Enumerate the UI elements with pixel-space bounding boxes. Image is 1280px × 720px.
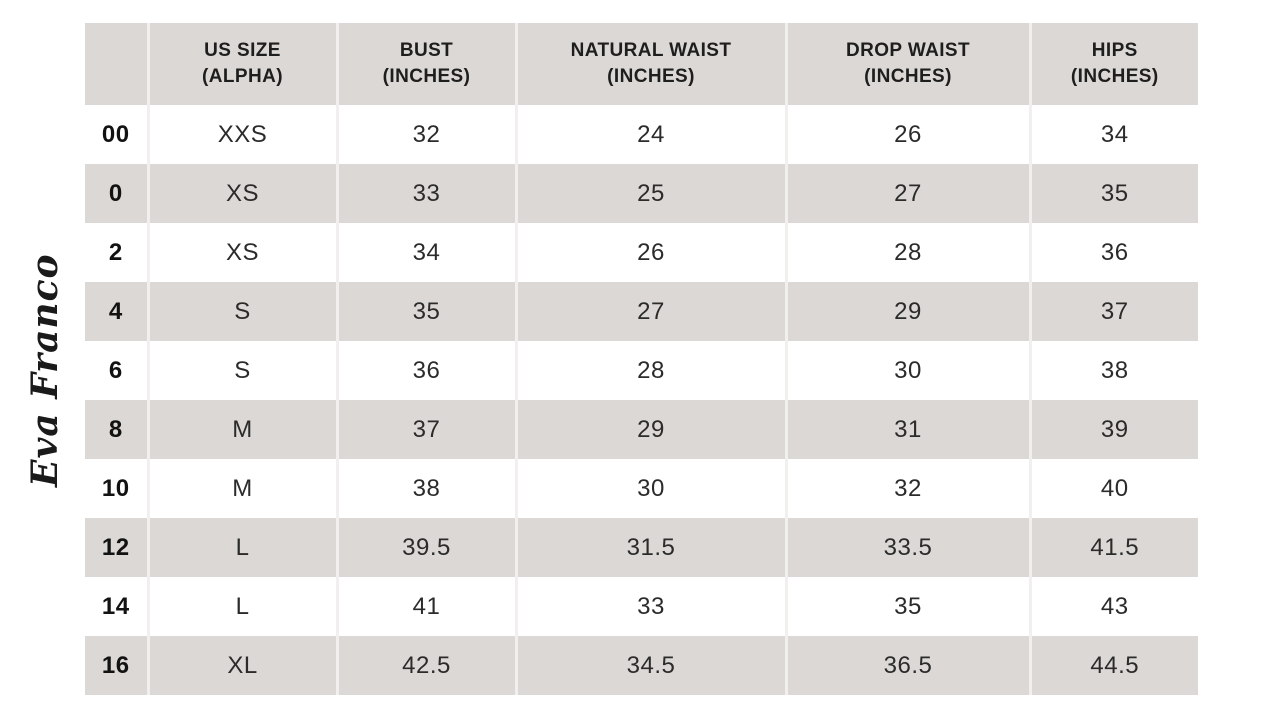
cell-us-size: 6 (85, 341, 150, 400)
column-header-line1: NATURAL WAIST (570, 40, 732, 62)
cell-drop-waist: 31 (786, 400, 1032, 459)
table-row: 12 L 39.5 31.5 33.5 41.5 (85, 518, 1198, 577)
cell-alpha: S (148, 282, 339, 341)
cell-alpha: M (148, 400, 339, 459)
cell-hips: 44.5 (1030, 636, 1198, 695)
cell-drop-waist: 35 (786, 577, 1032, 636)
cell-natural-waist: 33 (516, 577, 788, 636)
column-header-line1: BUST (399, 40, 454, 62)
cell-drop-waist: 36.5 (786, 636, 1032, 695)
header-row: US SIZE (ALPHA) BUST (INCHES) NATURAL WA… (85, 23, 1198, 105)
column-header-line2: (INCHES) (1070, 66, 1159, 87)
cell-bust: 34 (337, 223, 518, 282)
cell-alpha: L (148, 577, 339, 636)
size-chart-table: US SIZE (ALPHA) BUST (INCHES) NATURAL WA… (85, 23, 1198, 695)
cell-us-size: 16 (85, 636, 150, 695)
column-header-drop-waist: DROP WAIST (INCHES) (786, 23, 1032, 105)
column-header-us-size-alpha: US SIZE (ALPHA) (148, 23, 339, 105)
table-row: 10 M 38 30 32 40 (85, 459, 1198, 518)
cell-natural-waist: 29 (516, 400, 788, 459)
cell-natural-waist: 24 (516, 105, 788, 164)
cell-drop-waist: 29 (786, 282, 1032, 341)
cell-drop-waist: 33.5 (786, 518, 1032, 577)
cell-natural-waist: 28 (516, 341, 788, 400)
cell-drop-waist: 27 (786, 164, 1032, 223)
cell-natural-waist: 25 (516, 164, 788, 223)
cell-natural-waist: 30 (516, 459, 788, 518)
table-row: 2 XS 34 26 28 36 (85, 223, 1198, 282)
cell-natural-waist: 34.5 (516, 636, 788, 695)
column-header-line2: (INCHES) (607, 66, 695, 87)
cell-hips: 43 (1030, 577, 1198, 636)
cell-drop-waist: 26 (786, 105, 1032, 164)
cell-drop-waist: 32 (786, 459, 1032, 518)
cell-natural-waist: 31.5 (516, 518, 788, 577)
column-header-natural-waist: NATURAL WAIST (INCHES) (516, 23, 788, 105)
column-header-line2: (ALPHA) (202, 66, 283, 87)
brand-logo: Eva Franco (24, 253, 66, 487)
table-row: 16 XL 42.5 34.5 36.5 44.5 (85, 636, 1198, 695)
cell-hips: 37 (1030, 282, 1198, 341)
cell-bust: 35 (337, 282, 518, 341)
column-header-bust: BUST (INCHES) (337, 23, 518, 105)
cell-drop-waist: 28 (786, 223, 1032, 282)
cell-natural-waist: 27 (516, 282, 788, 341)
cell-hips: 34 (1030, 105, 1198, 164)
cell-bust: 33 (337, 164, 518, 223)
cell-hips: 35 (1030, 164, 1198, 223)
cell-us-size: 00 (85, 105, 150, 164)
cell-alpha: S (148, 341, 339, 400)
cell-hips: 41.5 (1030, 518, 1198, 577)
cell-bust: 36 (337, 341, 518, 400)
cell-hips: 39 (1030, 400, 1198, 459)
cell-us-size: 2 (85, 223, 150, 282)
table-row: 0 XS 33 25 27 35 (85, 164, 1198, 223)
table-row: 00 XXS 32 24 26 34 (85, 105, 1198, 164)
cell-hips: 36 (1030, 223, 1198, 282)
cell-bust: 42.5 (337, 636, 518, 695)
column-header-line1: HIPS (1091, 40, 1138, 62)
cell-bust: 38 (337, 459, 518, 518)
cell-alpha: XS (148, 164, 339, 223)
cell-us-size: 14 (85, 577, 150, 636)
size-chart-header: US SIZE (ALPHA) BUST (INCHES) NATURAL WA… (85, 23, 1198, 105)
cell-us-size: 12 (85, 518, 150, 577)
cell-alpha: M (148, 459, 339, 518)
cell-bust: 39.5 (337, 518, 518, 577)
column-header-size-number (85, 23, 150, 105)
cell-us-size: 4 (85, 282, 150, 341)
column-header-line1: US SIZE (204, 40, 281, 62)
cell-hips: 40 (1030, 459, 1198, 518)
table-row: 14 L 41 33 35 43 (85, 577, 1198, 636)
cell-us-size: 0 (85, 164, 150, 223)
size-chart-body: 00 XXS 32 24 26 34 0 XS 33 25 27 35 2 XS 34 26 28 36 4 S 35 2… (85, 105, 1198, 695)
cell-us-size: 10 (85, 459, 150, 518)
column-header-line2: (INCHES) (382, 66, 471, 87)
cell-us-size: 8 (85, 400, 150, 459)
column-header-line2: (INCHES) (864, 66, 952, 87)
column-header-hips: HIPS (INCHES) (1030, 23, 1198, 105)
table-row: 8 M 37 29 31 39 (85, 400, 1198, 459)
cell-bust: 32 (337, 105, 518, 164)
cell-alpha: XS (148, 223, 339, 282)
table-row: 6 S 36 28 30 38 (85, 341, 1198, 400)
cell-hips: 38 (1030, 341, 1198, 400)
cell-natural-waist: 26 (516, 223, 788, 282)
cell-bust: 37 (337, 400, 518, 459)
cell-alpha: L (148, 518, 339, 577)
cell-bust: 41 (337, 577, 518, 636)
column-header-line1: DROP WAIST (846, 40, 970, 62)
cell-alpha: XXS (148, 105, 339, 164)
cell-alpha: XL (148, 636, 339, 695)
table-row: 4 S 35 27 29 37 (85, 282, 1198, 341)
cell-drop-waist: 30 (786, 341, 1032, 400)
